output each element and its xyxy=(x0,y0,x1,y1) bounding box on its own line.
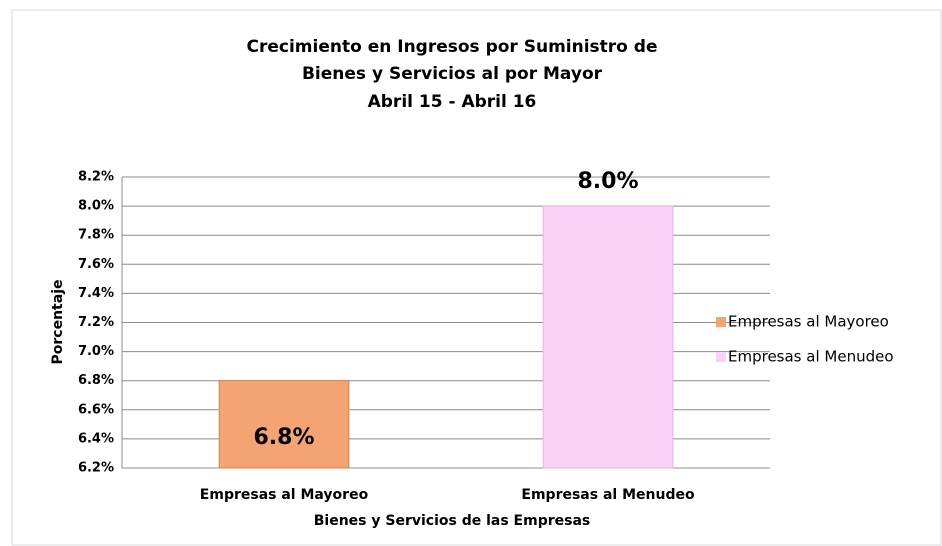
chart-title: Abril 15 - Abril 16 xyxy=(368,92,537,112)
y-tick-label: 6.2% xyxy=(78,461,114,476)
chart-title: Bienes y Servicios al por Mayor xyxy=(302,64,603,84)
legend-label: Empresas al Mayoreo xyxy=(728,313,889,331)
y-tick-label: 6.4% xyxy=(78,431,114,446)
x-tick-label: Empresas al Menudeo xyxy=(521,487,695,503)
data-label: 8.0% xyxy=(577,169,638,194)
legend-swatch xyxy=(716,352,726,362)
y-tick-label: 7.6% xyxy=(78,257,114,272)
legend-swatch xyxy=(716,317,726,327)
y-tick-label: 7.8% xyxy=(78,228,114,243)
chart-title: Crecimiento en Ingresos por Suministro d… xyxy=(247,37,658,57)
x-axis-title: Bienes y Servicios de las Empresas xyxy=(314,513,591,529)
x-tick-label: Empresas al Mayoreo xyxy=(200,487,369,503)
bar xyxy=(218,380,350,469)
y-tick-label: 6.8% xyxy=(78,373,114,388)
bar xyxy=(542,205,674,469)
y-tick-label: 8.2% xyxy=(78,170,114,185)
y-tick-label: 7.0% xyxy=(78,344,114,359)
chart-frame xyxy=(11,9,942,546)
y-tick-label: 6.6% xyxy=(78,402,114,417)
legend-label: Empresas al Menudeo xyxy=(728,348,894,366)
y-axis-title: Porcentaje xyxy=(50,280,66,365)
y-tick-label: 7.4% xyxy=(78,286,114,301)
y-tick-label: 7.2% xyxy=(78,315,114,330)
data-label: 6.8% xyxy=(253,425,314,450)
y-tick-label: 8.0% xyxy=(78,199,114,214)
